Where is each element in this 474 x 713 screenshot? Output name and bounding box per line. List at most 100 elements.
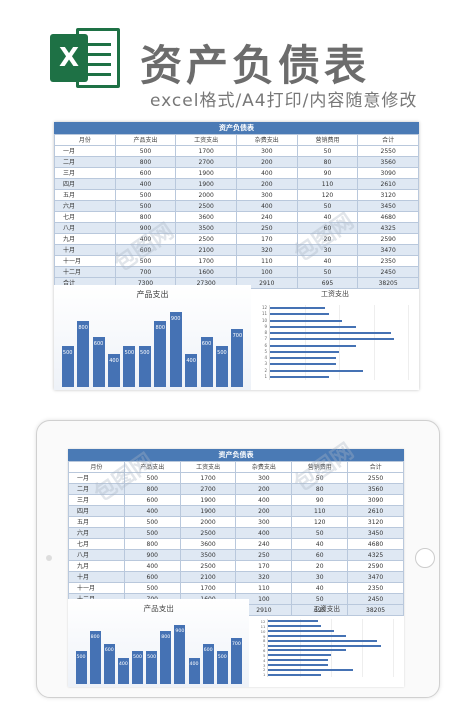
table-cell: 110 [296,178,359,190]
table-cell: 2350 [357,255,419,267]
bar-12: 700 [230,637,242,684]
bar-9: 400 [188,657,200,684]
table-cell: 二月 [54,156,116,168]
table-cell: 400 [235,494,293,506]
table-row: 八月 900 3500 250 60 4325 [54,222,419,234]
table-row: 五月 500 2000 300 120 3120 [54,189,419,201]
bar-value-label: 600 [93,341,104,348]
table-cell: 三月 [54,167,116,179]
bar-7: 800 [160,631,172,684]
table-cell: 300 [235,472,293,484]
table-cell: 3470 [347,571,404,583]
table-cell: 100 [235,266,298,278]
bar-1: 500 [61,345,74,387]
table-cell: 50 [296,145,359,157]
category-label: 7 [264,336,268,342]
bar-value-label: 500 [147,655,157,660]
table-cell: 80 [296,156,359,168]
table-cell: 3600 [179,538,237,550]
page-subtitle: excel格式/A4打印/内容随意修改 [150,91,418,111]
table-cell: 40 [296,211,359,223]
table-cell: 十一月 [68,582,125,594]
category-label: 2 [264,367,268,373]
grid-line [361,619,363,677]
table-cell: 2450 [347,593,404,605]
total-cell: 2910 [235,277,298,289]
column-header: 合计 [347,461,404,473]
category-label: 4 [264,355,268,360]
table-cell: 2500 [175,233,237,245]
table-cell: 170 [235,233,298,245]
column-header: 产品支出 [114,134,177,146]
table-cell: 2500 [179,560,237,572]
table-row: 七月 800 3600 240 40 4680 [54,211,419,223]
table-row: 三月 600 1900 400 90 3090 [54,167,419,179]
table-cell: 900 [123,549,181,561]
table-cell: 4325 [357,222,419,234]
table-cell: 110 [235,582,293,594]
category-label: 3 [263,662,266,668]
column-header: 月份 [54,134,116,146]
table-cell: 800 [123,483,181,495]
table-cell: 400 [235,527,293,539]
bar-value-label: 900 [175,628,185,634]
table-cell: 3560 [357,156,419,168]
table-cell: 2000 [179,516,237,528]
table-cell: 六月 [54,200,116,212]
table-cell: 1700 [175,145,237,157]
table-cell: 1700 [179,582,237,594]
hbar-6 [270,344,357,347]
table-cell: 30 [291,571,349,583]
bar-4: 400 [117,657,129,684]
category-label: 7 [263,643,266,649]
table-cell: 400 [123,505,181,517]
category-label: 6 [264,342,268,348]
table-cell: 2500 [175,200,237,212]
table-cell: 110 [291,505,349,517]
bar-6: 500 [146,651,158,684]
table-cell: 2100 [179,571,237,583]
excel-logo-icon: X [50,28,120,88]
table-cell: 50 [291,527,349,539]
table-cell: 200 [235,505,293,517]
hbar-7 [270,338,395,341]
camera-icon [46,555,52,561]
table-cell: 七月 [54,211,116,223]
bar-6: 500 [138,345,151,387]
category-label: 2 [263,667,266,673]
table-cell: 600 [123,494,181,506]
bar-value-label: 400 [186,357,196,364]
spreadsheet-preview-tablet: 资产负债表 月份 产品支出 工资支出 杂费支出 营销费用 合计 一月 500 1700 300 50 2… [68,449,404,687]
table-cell: 八月 [54,222,116,234]
category-label: 12 [260,619,266,624]
bar-value-label: 600 [104,648,114,654]
chart-title: 产品支出 [143,604,174,613]
column-header: 工资支出 [175,134,237,146]
table-cell: 500 [123,472,181,484]
bar-5: 500 [123,345,136,387]
chart-title: 工资支出 [321,290,350,298]
category-label: 8 [264,330,268,335]
grid-line [330,619,332,677]
table-cell: 3450 [357,200,419,212]
table-cell: 3090 [357,167,419,179]
header: X 资产负债表 excel格式/A4打印/内容随意修改 [0,0,474,118]
bar-value-label: 400 [189,661,199,667]
table-row: 十一月 500 1700 110 40 2350 [54,255,419,267]
category-label: 10 [262,317,268,323]
table-cell: 1900 [179,494,237,506]
bar-7: 800 [154,320,167,387]
table-cell: 4680 [357,211,419,223]
table-cell: 20 [291,560,349,572]
table-cell: 三月 [68,494,125,506]
category-label: 1 [264,373,268,379]
bar-3: 600 [92,337,105,387]
grid-line [392,619,394,677]
table-row: 四月 400 1900 200 110 2610 [68,505,404,517]
table-cell: 60 [291,549,349,561]
table-cell: 七月 [68,538,125,550]
table-cell: 2550 [347,472,404,484]
table-cell: 40 [296,255,359,267]
table-cell: 90 [296,167,359,179]
table-row: 四月 400 1900 200 110 2610 [54,178,419,190]
